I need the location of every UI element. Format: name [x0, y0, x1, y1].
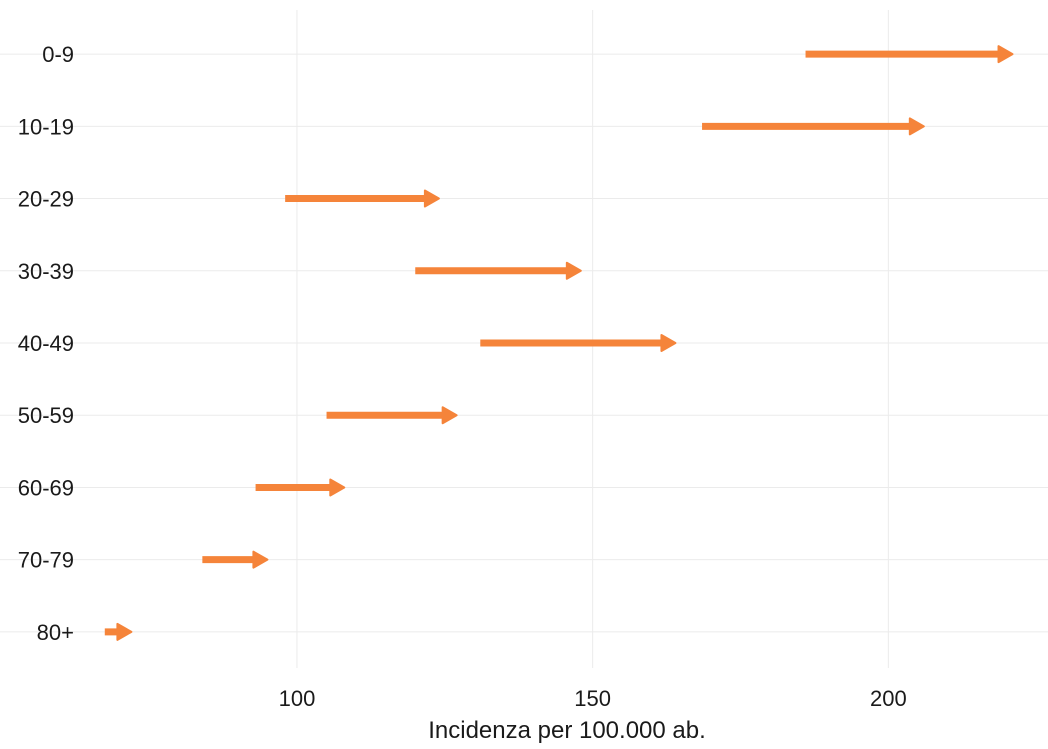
y-tick-label: 80+ [37, 620, 74, 645]
arrow-head [660, 334, 677, 352]
arrow [104, 622, 133, 641]
arrow [480, 334, 677, 352]
x-axis-title: Incidenza per 100.000 ab. [428, 717, 706, 744]
arrow [285, 189, 440, 208]
x-tick-label: 100 [279, 686, 316, 711]
arrow [326, 406, 458, 425]
arrows [104, 45, 1014, 641]
arrow-head [329, 478, 346, 497]
arrow [805, 45, 1014, 64]
x-tick-label: 150 [574, 686, 611, 711]
arrow-head [441, 406, 458, 425]
arrow-head [997, 45, 1014, 64]
arrow-head [423, 189, 440, 208]
y-tick-label: 30-39 [18, 259, 74, 284]
grid [0, 10, 1048, 668]
arrow-head [252, 550, 269, 569]
y-tick-label: 10-19 [18, 114, 74, 139]
x-axis-tick-labels: 100 150 200 [279, 686, 907, 711]
y-tick-label: 40-49 [18, 331, 74, 356]
y-tick-label: 50-59 [18, 403, 74, 428]
y-axis-tick-labels: 0-9 10-19 20-29 30-39 40-49 50-59 60-69 70-79 80… [18, 42, 74, 645]
arrow-head [116, 622, 133, 641]
arrow-head [908, 117, 925, 136]
x-tick-label: 200 [870, 686, 907, 711]
arrow [202, 550, 269, 569]
arrow [255, 478, 346, 497]
y-tick-label: 0-9 [42, 42, 74, 67]
y-tick-label: 70-79 [18, 548, 74, 573]
y-tick-label: 60-69 [18, 475, 74, 500]
arrow [415, 261, 582, 280]
arrow [702, 117, 925, 136]
arrow-head [565, 261, 582, 280]
y-tick-label: 20-29 [18, 187, 74, 212]
